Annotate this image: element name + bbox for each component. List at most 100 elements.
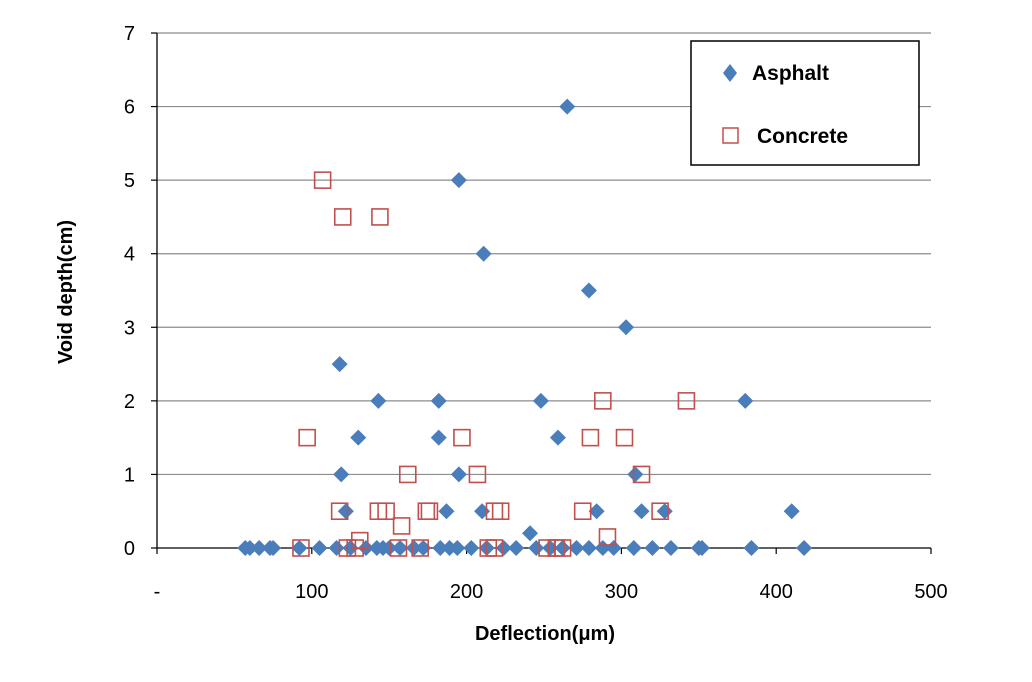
asphalt-point bbox=[693, 540, 710, 556]
asphalt-point bbox=[438, 503, 455, 520]
asphalt-point bbox=[328, 540, 345, 556]
concrete-point bbox=[371, 208, 389, 226]
asphalt-point bbox=[522, 525, 539, 542]
legend-concrete-marker bbox=[722, 127, 739, 144]
asphalt-point bbox=[430, 429, 447, 446]
asphalt-point bbox=[251, 540, 268, 556]
concrete-point bbox=[651, 502, 669, 521]
legend-asphalt-marker bbox=[723, 64, 737, 82]
concrete-point bbox=[346, 539, 364, 557]
legend-asphalt-label: Asphalt bbox=[752, 62, 829, 85]
asphalt-point bbox=[625, 540, 642, 556]
asphalt-point bbox=[549, 429, 566, 446]
concrete-point bbox=[333, 208, 352, 226]
legend-box bbox=[690, 40, 920, 166]
asphalt-point bbox=[588, 503, 605, 520]
asphalt-point bbox=[554, 540, 571, 556]
legend-concrete-label: Concrete bbox=[757, 125, 848, 148]
asphalt-point bbox=[449, 540, 466, 556]
asphalt-point bbox=[495, 540, 512, 556]
asphalt-point bbox=[450, 172, 467, 189]
asphalt-point bbox=[605, 540, 622, 556]
asphalt-point bbox=[656, 503, 673, 520]
concrete-point bbox=[485, 539, 504, 557]
concrete-point bbox=[573, 502, 592, 521]
asphalt-point bbox=[350, 429, 367, 446]
asphalt-point bbox=[508, 540, 525, 556]
asphalt-point bbox=[241, 540, 258, 556]
asphalt-point bbox=[463, 540, 480, 556]
data-points bbox=[237, 98, 813, 557]
y-tick-label: 2 bbox=[124, 391, 135, 413]
concrete-point bbox=[392, 517, 411, 535]
x-tick-label: 400 bbox=[760, 581, 793, 603]
x-tick-label: 100 bbox=[295, 581, 328, 603]
x-tick-label: 300 bbox=[605, 581, 638, 603]
asphalt-point bbox=[743, 540, 760, 556]
concrete-point bbox=[677, 392, 696, 410]
asphalt-point bbox=[474, 503, 491, 520]
asphalt-point bbox=[528, 540, 545, 556]
concrete-point bbox=[468, 465, 487, 484]
concrete-point bbox=[330, 502, 349, 521]
asphalt-point bbox=[618, 319, 635, 336]
asphalt-point bbox=[627, 466, 644, 483]
asphalt-point bbox=[633, 503, 650, 520]
x-axis-title: Deflection(μm) bbox=[475, 623, 615, 645]
y-axis: 0 1 2 3 4 5 6 7 bbox=[124, 23, 158, 560]
x-tick-label: 500 bbox=[914, 581, 947, 603]
asphalt-point bbox=[333, 466, 350, 483]
y-tick-label: 5 bbox=[124, 170, 135, 192]
asphalt-point bbox=[405, 540, 422, 556]
y-tick-label: 3 bbox=[124, 317, 135, 339]
asphalt-point bbox=[644, 540, 661, 556]
concrete-point bbox=[292, 539, 310, 557]
asphalt-point bbox=[430, 392, 447, 409]
asphalt-point bbox=[381, 540, 398, 556]
asphalt-point bbox=[737, 392, 754, 409]
asphalt-point bbox=[415, 540, 432, 556]
asphalt-point bbox=[432, 540, 449, 556]
concrete-point bbox=[411, 539, 429, 557]
asphalt-point bbox=[559, 98, 576, 115]
y-tick-label: 7 bbox=[124, 23, 135, 45]
asphalt-point bbox=[783, 503, 800, 520]
y-tick-label: 1 bbox=[124, 464, 135, 486]
concrete-point bbox=[553, 539, 572, 557]
concrete-point bbox=[453, 428, 471, 447]
asphalt-point bbox=[337, 503, 354, 520]
y-axis-title: Void depth(cm) bbox=[55, 220, 77, 364]
y-tick-label: 4 bbox=[124, 244, 135, 266]
grid-lines bbox=[157, 32, 931, 476]
concrete-point bbox=[594, 392, 612, 410]
legend: Asphalt Concrete bbox=[690, 40, 920, 166]
asphalt-point bbox=[450, 466, 467, 483]
concrete-point bbox=[632, 465, 651, 484]
concrete-point bbox=[598, 528, 617, 546]
y-tick-label: 0 bbox=[124, 538, 135, 560]
asphalt-point bbox=[662, 540, 679, 556]
concrete-point bbox=[615, 428, 634, 447]
asphalt-point bbox=[475, 245, 492, 262]
asphalt-point bbox=[311, 540, 328, 556]
concrete-point bbox=[389, 539, 408, 557]
asphalt-point bbox=[265, 540, 282, 556]
asphalt-point bbox=[291, 540, 308, 556]
asphalt-point bbox=[580, 540, 597, 556]
asphalt-point bbox=[580, 282, 597, 299]
asphalt-point bbox=[568, 540, 585, 556]
concrete-point bbox=[581, 428, 600, 447]
asphalt-point bbox=[532, 392, 549, 409]
x-tick-label: 200 bbox=[450, 581, 483, 603]
asphalt-point bbox=[370, 392, 387, 409]
x-tick-label: - bbox=[154, 581, 161, 603]
concrete-point bbox=[298, 428, 316, 447]
concrete-point bbox=[313, 171, 332, 189]
asphalt-point bbox=[796, 540, 813, 556]
concrete-point bbox=[398, 465, 417, 484]
y-tick-label: 6 bbox=[124, 97, 135, 119]
concrete-point bbox=[491, 502, 510, 521]
asphalt-point bbox=[331, 356, 348, 373]
asphalt-point bbox=[392, 540, 409, 556]
